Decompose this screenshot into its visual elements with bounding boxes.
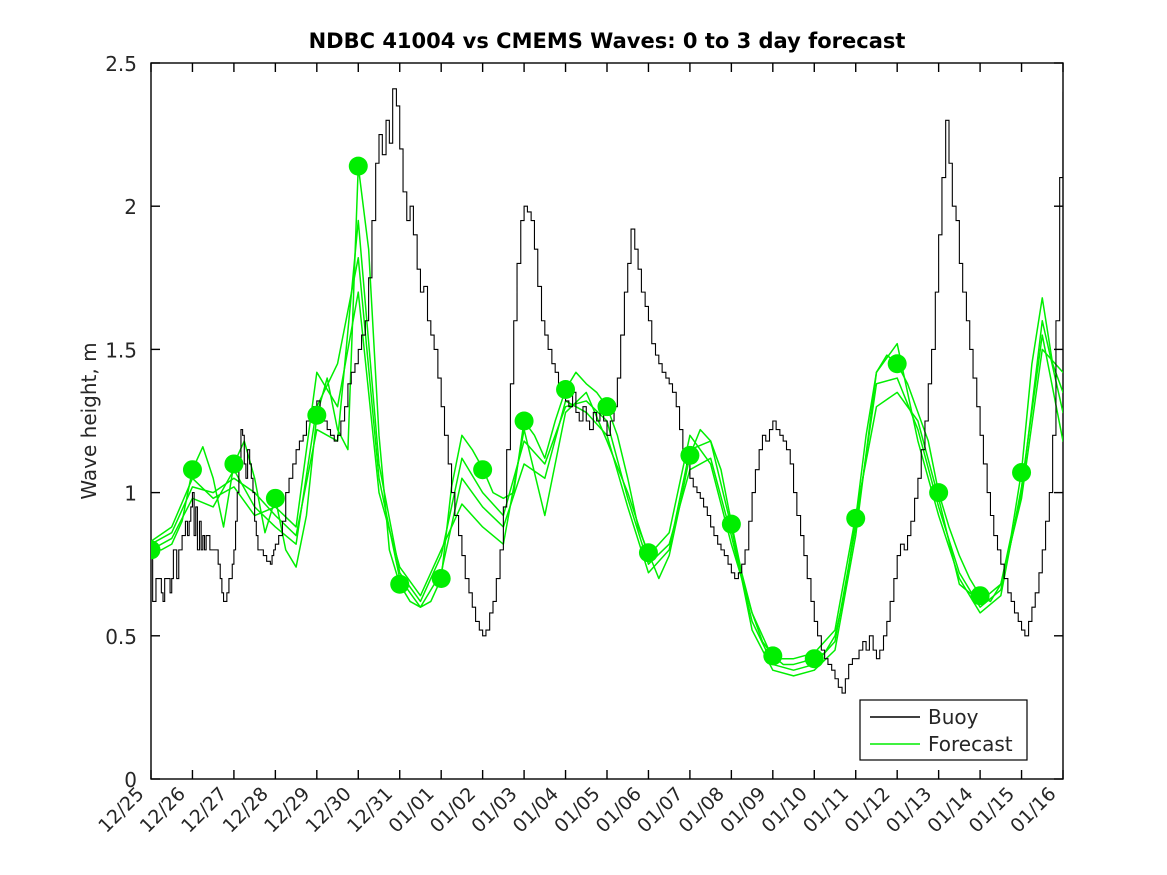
forecast-line-3-day [151,291,1063,660]
y-tick-label: 1 [124,482,137,506]
forecast-marker [265,488,285,508]
y-tick-label: 0 [124,768,137,792]
y-tick-label: 2.5 [105,52,137,76]
forecast-marker [680,445,700,465]
y-tick-label: 1.5 [105,338,137,362]
forecast-marker [182,460,202,480]
y-tick-label: 0.5 [105,625,137,649]
legend-box [859,699,1028,761]
forecast-markers [151,156,1032,669]
forecast-marker [721,514,741,534]
forecast-marker [556,380,576,399]
forecast-marker [804,649,824,669]
y-axis-label: Wave height, m [77,342,101,499]
y-tick-label: 2 [124,195,137,219]
x-axis-ticks [150,63,1064,779]
forecast-marker [151,540,161,560]
legend-label-buoy: Buoy [928,705,979,729]
forecast-marker [638,543,658,563]
y-axis-tick-labels: 0 0.5 1 1.5 2 2.5 [105,52,137,792]
forecast-marker [970,586,990,606]
forecast-marker [1012,463,1032,483]
forecast-marker [348,156,368,176]
series-layer [151,88,1063,694]
forecast-marker [597,397,617,417]
legend[interactable]: Buoy Forecast [859,699,1028,761]
forecast-marker [763,646,783,666]
forecast-marker [846,508,866,528]
forecast-marker [473,460,493,480]
y-axis-ticks [151,62,1063,780]
forecast-marker [929,483,949,503]
forecast-marker [390,574,410,594]
legend-label-forecast: Forecast [928,732,1013,756]
forecast-marker [307,405,327,425]
page-title: NDBC 41004 vs CMEMS Waves: 0 to 3 day fo… [309,29,906,53]
forecast-marker [887,354,907,374]
forecast-marker [224,454,244,474]
forecast-marker [514,411,534,431]
forecast-marker [431,569,451,589]
